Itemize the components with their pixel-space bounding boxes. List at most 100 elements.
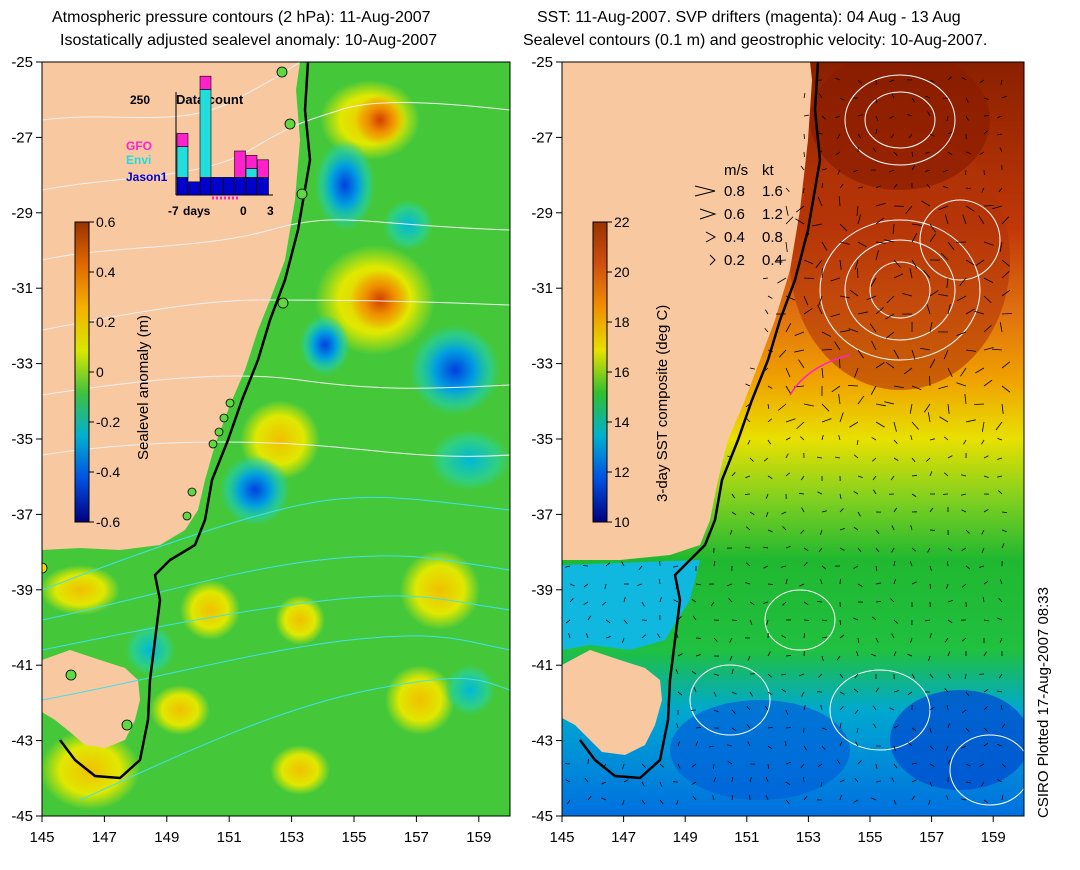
velocity-vector xyxy=(944,688,949,693)
right-y-ticks: -25 -27 -29 -31 -33 -35 -37 -39 -41 -43 -45 xyxy=(531,54,562,825)
velocity-vector xyxy=(983,799,989,804)
velocity-vector xyxy=(929,745,934,750)
velocity-vector xyxy=(853,565,859,569)
velocity-vector xyxy=(1001,403,1004,414)
velocity-vector xyxy=(821,168,827,171)
velocity-vector xyxy=(997,779,1003,783)
y-tick-label: -45 xyxy=(531,808,553,825)
velocity-vector xyxy=(785,418,796,423)
x-tick-label: 151 xyxy=(217,829,242,846)
velocity-vector xyxy=(871,457,877,462)
velocity-vector xyxy=(856,651,859,657)
velocity-vector xyxy=(729,529,733,535)
y-tick-label: -43 xyxy=(11,733,33,750)
velocity-vector xyxy=(794,349,805,353)
velocity-vector xyxy=(778,349,787,358)
velocity-vector xyxy=(803,403,814,407)
velocity-vector xyxy=(767,385,773,389)
velocity-vector xyxy=(818,93,823,99)
velocity-vector xyxy=(587,795,592,801)
y-tick-label: -27 xyxy=(531,129,553,146)
velocity-vector xyxy=(815,259,823,269)
velocity-vector xyxy=(785,187,790,192)
velocity-vector xyxy=(929,223,936,233)
velocity-vector xyxy=(731,669,734,675)
velocity-vector xyxy=(929,233,936,243)
velocity-vector xyxy=(856,727,859,733)
x-tick-label: 149 xyxy=(154,829,179,846)
colorbar-tick-label: 10 xyxy=(614,514,630,530)
velocity-vector xyxy=(728,598,733,603)
velocity-vector xyxy=(1000,704,1003,711)
velocity-vector xyxy=(749,601,755,606)
velocity-vector xyxy=(946,795,949,801)
velocity-vector xyxy=(836,759,841,765)
velocity-vector xyxy=(911,385,922,391)
velocity-vector xyxy=(965,115,969,121)
velocity-vector xyxy=(731,794,734,801)
velocity-vector xyxy=(854,709,859,715)
velocity-vector xyxy=(982,597,985,603)
velocity-vector xyxy=(749,511,755,515)
velocity-vector xyxy=(929,322,933,333)
velocity-vector xyxy=(796,421,805,430)
velocity-vector xyxy=(676,723,679,729)
velocity-vector xyxy=(857,475,863,478)
velocity-vector xyxy=(983,475,989,479)
velocity-vector xyxy=(853,169,859,173)
velocity-vector xyxy=(929,133,935,137)
velocity-vector xyxy=(857,133,862,139)
velocity-vector xyxy=(800,763,805,769)
y-tick-label: -33 xyxy=(11,356,33,373)
velocity-vector xyxy=(983,727,988,732)
x-tick-label: 145 xyxy=(549,829,574,846)
velocity-vector xyxy=(947,455,953,459)
velocity-vector xyxy=(765,795,769,801)
velocity-vector xyxy=(782,601,787,606)
left-colorbar-ticks: 0.6 0.4 0.2 0 -0.2 -0.4 -0.6 xyxy=(89,214,120,530)
velocity-vector xyxy=(821,619,828,622)
inset-xlabel-days: days xyxy=(183,204,211,218)
velocity-vector xyxy=(695,741,698,747)
velocity-vector xyxy=(803,795,808,801)
velocity-vector xyxy=(983,130,988,135)
velocity-vector xyxy=(637,583,643,586)
velocity-vector xyxy=(911,421,919,430)
velocity-vector xyxy=(925,169,931,172)
velocity-vector xyxy=(929,781,933,787)
velocity-vector xyxy=(889,707,895,711)
colorbar-tick-label: 0.2 xyxy=(96,314,116,330)
x-tick-label: 157 xyxy=(404,829,429,846)
velocity-vector xyxy=(785,761,791,765)
y-tick-label: -35 xyxy=(531,431,553,448)
velocity-vector xyxy=(929,763,935,767)
velocity-vector xyxy=(997,115,1003,119)
velocity-vector xyxy=(713,709,719,713)
velocity-vector xyxy=(893,745,896,751)
velocity-vector xyxy=(693,687,697,693)
velocity-vector xyxy=(961,745,967,749)
inset-bar-segment xyxy=(234,177,246,196)
velocity-vector xyxy=(838,394,841,405)
velocity-vector xyxy=(623,619,628,624)
velocity-vector xyxy=(778,403,787,411)
velocity-vector xyxy=(908,742,913,747)
velocity-vector xyxy=(767,745,773,750)
right-australia-mainland xyxy=(562,62,812,560)
velocity-vector xyxy=(803,308,813,315)
velocity-vector xyxy=(839,723,842,729)
velocity-vector xyxy=(983,742,989,747)
right-sealevel-contours xyxy=(689,74,1024,806)
velocity-legend-arrow xyxy=(709,254,716,266)
y-tick-label: -25 xyxy=(531,54,553,71)
velocity-vector xyxy=(695,726,702,729)
left-pressure-contours xyxy=(42,62,510,457)
velocity-vector xyxy=(785,367,791,378)
velocity-vector xyxy=(803,705,806,711)
velocity-vector xyxy=(785,727,792,729)
velocity-vector xyxy=(798,492,805,495)
velocity-vector xyxy=(709,745,715,748)
y-tick-label: -25 xyxy=(11,54,33,71)
velocity-vector xyxy=(875,687,880,693)
velocity-vector xyxy=(965,97,969,103)
